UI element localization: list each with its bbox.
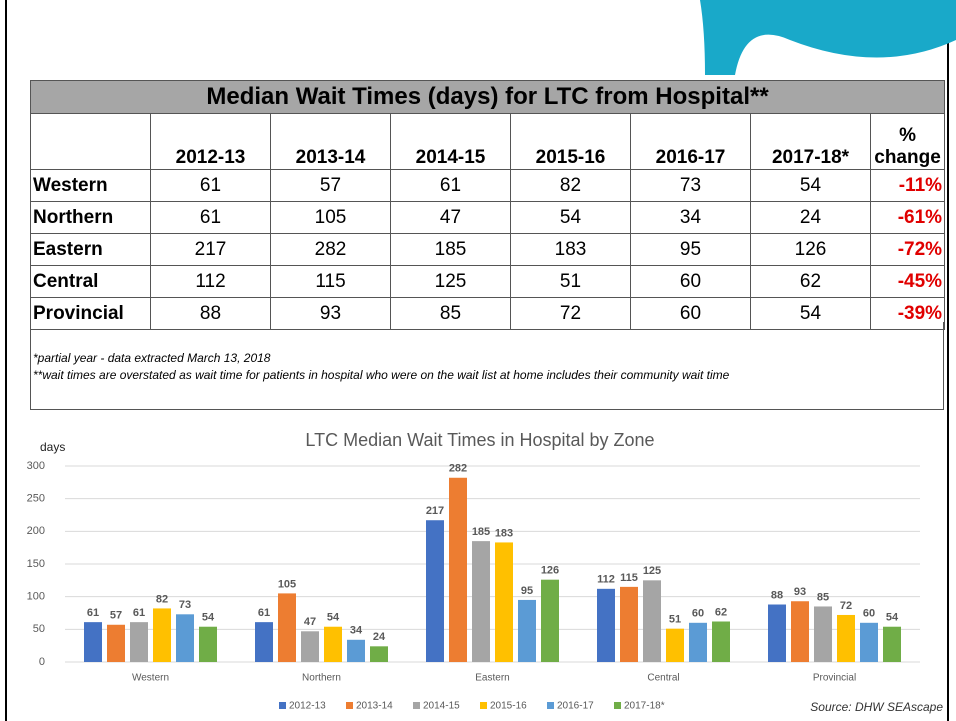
bar [712, 621, 730, 662]
bar [347, 640, 365, 662]
legend-label: 2014-15 [423, 701, 460, 712]
x-tick-label: Western [132, 673, 169, 684]
bar [860, 623, 878, 662]
x-tick-label: Northern [302, 673, 341, 684]
bar [518, 600, 536, 662]
y-tick-label: 0 [39, 656, 45, 668]
bar [689, 623, 707, 662]
y-tick-label: 150 [27, 558, 45, 570]
bar [449, 478, 467, 662]
y-tick-label: 250 [27, 493, 45, 505]
bar [620, 587, 638, 662]
bar [495, 542, 513, 662]
legend-swatch [279, 702, 286, 709]
legend-label: 2012-13 [289, 701, 326, 712]
bar [643, 580, 661, 662]
bar [768, 605, 786, 662]
bar [324, 627, 342, 662]
y-axis-label: days [40, 440, 65, 454]
data-label: 217 [426, 505, 444, 517]
data-label: 73 [179, 599, 191, 611]
bar [541, 580, 559, 662]
data-label: 24 [373, 631, 386, 643]
bar [199, 627, 217, 662]
data-label: 47 [304, 616, 316, 628]
data-label: 60 [692, 608, 704, 620]
x-tick-label: Provincial [813, 673, 856, 684]
data-label: 93 [794, 586, 806, 598]
source: Source: DHW SEAscape [810, 700, 943, 714]
bar [791, 601, 809, 662]
data-label: 54 [327, 612, 340, 624]
slide: Median Wait Times (days) for LTC from Ho… [0, 0, 956, 721]
bar [597, 589, 615, 662]
legend-label: 2013-14 [356, 701, 393, 712]
data-label: 60 [863, 608, 875, 620]
chart-title: LTC Median Wait Times in Hospital by Zon… [305, 430, 654, 450]
data-label: 126 [541, 565, 559, 577]
legend-swatch [413, 702, 420, 709]
data-label: 61 [133, 607, 145, 619]
x-tick-label: Eastern [475, 673, 509, 684]
bar [84, 622, 102, 662]
bar [107, 625, 125, 662]
bar [278, 593, 296, 662]
data-label: 57 [110, 610, 122, 622]
bar [130, 622, 148, 662]
bar [153, 608, 171, 662]
chart: LTC Median Wait Times in Hospital by Zon… [0, 0, 956, 721]
bar [255, 622, 273, 662]
bar [666, 629, 684, 662]
data-label: 105 [278, 578, 296, 590]
bar [426, 520, 444, 662]
y-tick-label: 50 [33, 623, 45, 635]
legend-label: 2015-16 [490, 701, 527, 712]
bar [883, 627, 901, 662]
legend-label: 2017-18* [624, 701, 665, 712]
data-label: 72 [840, 600, 852, 612]
data-label: 282 [449, 463, 467, 475]
data-label: 34 [350, 625, 363, 637]
data-label: 88 [771, 589, 783, 601]
data-label: 85 [817, 591, 829, 603]
y-tick-label: 200 [27, 525, 45, 537]
legend-swatch [346, 702, 353, 709]
y-tick-label: 300 [27, 460, 45, 472]
data-label: 95 [521, 585, 533, 597]
x-tick-label: Central [647, 673, 679, 684]
bar [814, 606, 832, 662]
legend-swatch [480, 702, 487, 709]
data-label: 54 [886, 612, 899, 624]
legend-swatch [547, 702, 554, 709]
data-label: 54 [202, 612, 215, 624]
data-label: 112 [597, 574, 615, 586]
bar [301, 631, 319, 662]
data-label: 115 [620, 572, 638, 584]
legend-label: 2016-17 [557, 701, 594, 712]
data-label: 61 [87, 607, 99, 619]
bar [370, 646, 388, 662]
bar [176, 614, 194, 662]
y-tick-label: 100 [27, 591, 45, 603]
data-label: 183 [495, 527, 513, 539]
data-label: 82 [156, 593, 168, 605]
data-label: 125 [643, 565, 661, 577]
data-label: 62 [715, 606, 727, 618]
bar [837, 615, 855, 662]
bar [472, 541, 490, 662]
legend-swatch [614, 702, 621, 709]
data-label: 51 [669, 614, 681, 626]
data-label: 61 [258, 607, 270, 619]
data-label: 185 [472, 526, 490, 538]
